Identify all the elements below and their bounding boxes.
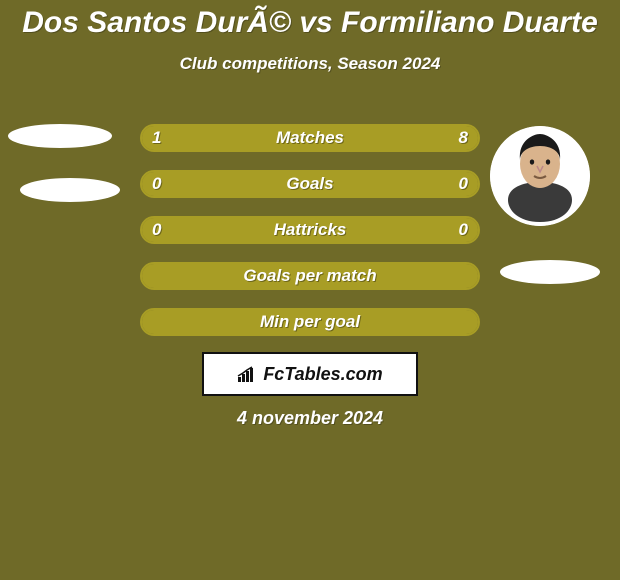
date-label: 4 november 2024	[0, 408, 620, 429]
stat-label: Matches	[142, 126, 478, 150]
stat-value-right: 8	[459, 126, 468, 150]
stat-label: Hattricks	[142, 218, 478, 242]
stat-value-left: 0	[152, 218, 161, 242]
stat-row: Goals0 0	[140, 170, 480, 198]
chart-icon	[237, 365, 259, 383]
brand-label: FcTables.com	[237, 364, 382, 385]
comparison-card: Dos Santos DurÃ© vs Formiliano Duarte Cl…	[0, 0, 620, 580]
stat-value-left: 1	[152, 126, 161, 150]
brand-text: FcTables.com	[263, 364, 382, 385]
stat-row: Min per goal	[140, 308, 480, 336]
stat-value-right: 0	[459, 172, 468, 196]
player-right-avatar	[490, 126, 590, 226]
stat-label: Goals	[142, 172, 478, 196]
player-left-avatar-shape-2	[20, 178, 120, 202]
stat-row: Matches1 8	[140, 124, 480, 152]
subtitle: Club competitions, Season 2024	[0, 54, 620, 74]
stat-row: Goals per match	[140, 262, 480, 290]
player-left-avatar-shape-1	[8, 124, 112, 148]
stat-label: Goals per match	[142, 264, 478, 288]
stat-value-right: 0	[459, 218, 468, 242]
player-portrait-icon	[490, 126, 590, 226]
player-right-avatar-shape-2	[500, 260, 600, 284]
stats-container: Matches18Goals00Hattricks00Goals per mat…	[140, 124, 480, 354]
stat-row: Hattricks0 0	[140, 216, 480, 244]
stat-value-left: 0	[152, 172, 161, 196]
page-title: Dos Santos DurÃ© vs Formiliano Duarte	[0, 0, 620, 40]
brand-box[interactable]: FcTables.com	[202, 352, 418, 396]
stat-label: Min per goal	[142, 310, 478, 334]
